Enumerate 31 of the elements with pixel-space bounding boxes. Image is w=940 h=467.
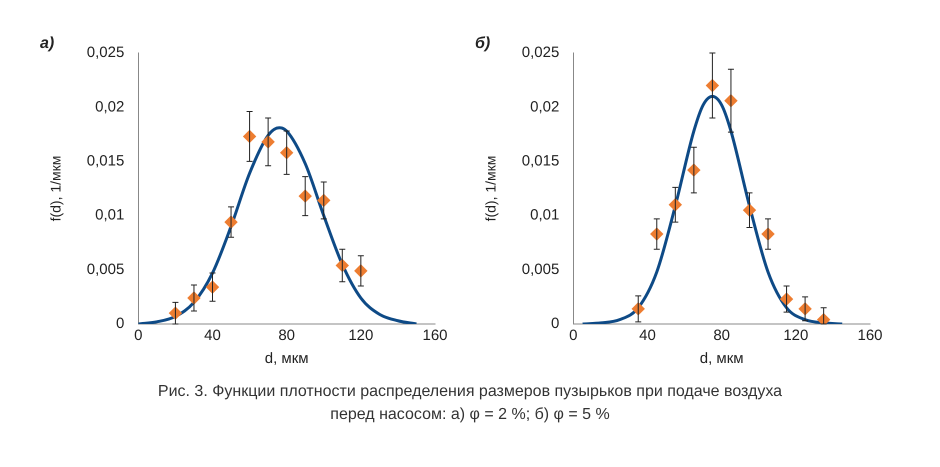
y-tick-label: 0,005 bbox=[522, 260, 560, 278]
x-tick-label: 160 bbox=[422, 327, 448, 344]
x-axis-title: d, мкм bbox=[264, 350, 309, 368]
chart-title: б) bbox=[475, 34, 490, 52]
y-tick-label: 0 bbox=[116, 315, 124, 332]
x-tick-label: 0 bbox=[134, 327, 143, 344]
y-tick-label: 0,005 bbox=[86, 260, 124, 278]
text: Рис. 3. Функции плотности распределения размеров пузырьков при подаче воздуха перед насосом: а) φ = 2 %; б) φ = 5 % bbox=[156, 382, 784, 425]
y-tick-label: 0,025 bbox=[86, 44, 124, 62]
x-axis-title: d, мкм bbox=[700, 350, 744, 368]
x-tick-label: 120 bbox=[348, 327, 374, 344]
x-tick-label: 40 bbox=[639, 327, 656, 344]
x-tick-label: 120 bbox=[783, 327, 808, 344]
y-tick-label: 0,01 bbox=[530, 206, 560, 224]
y-tick-label: 0,02 bbox=[95, 98, 124, 116]
x-tick-label: 0 bbox=[569, 327, 578, 344]
y-axis-title: f(d), 1/мкм bbox=[47, 156, 64, 222]
x-tick-label: 160 bbox=[857, 327, 883, 344]
x-tick-label: 80 bbox=[713, 327, 730, 344]
y-axis-title: f(d), 1/мкм bbox=[482, 156, 498, 222]
y-tick-label: 0,01 bbox=[95, 206, 124, 224]
x-tick-label: 80 bbox=[278, 327, 296, 344]
y-tick-label: 0,015 bbox=[522, 152, 560, 170]
y-tick-label: 0,02 bbox=[530, 98, 560, 116]
x-tick-label: 40 bbox=[204, 327, 221, 344]
y-tick-label: 0,015 bbox=[86, 152, 124, 170]
line-series bbox=[138, 126, 418, 324]
y-tick-label: 0 bbox=[550, 315, 560, 332]
y-tick-label: 0,025 bbox=[522, 44, 560, 62]
chart-title: а) bbox=[40, 34, 54, 52]
line-series bbox=[581, 94, 844, 324]
